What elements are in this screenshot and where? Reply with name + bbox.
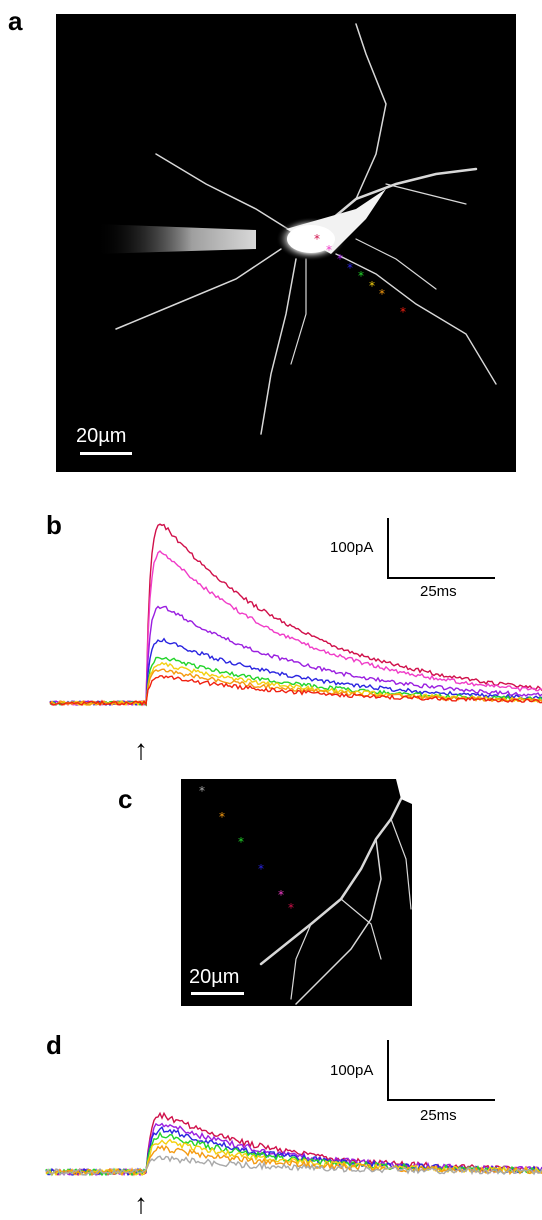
stim-marker-c-6: * [288, 902, 294, 914]
stim-marker-c-1: * [199, 785, 205, 797]
micrograph-a: * * * * * * * * 20µm [56, 14, 516, 472]
panel-b-trace-orange [50, 669, 542, 705]
panel-label-b: b [46, 512, 62, 538]
calibration-current-d: 100pA [330, 1063, 373, 1078]
stim-marker-c-5: * [278, 889, 284, 901]
stim-marker-c-4: * [258, 863, 264, 875]
panel-label-a: a [8, 8, 22, 34]
calibration-current-b: 100pA [330, 540, 373, 555]
panel-b-trace-green [50, 658, 542, 706]
panel-d-trace-yellow [46, 1140, 542, 1175]
stim-marker-a-7: * [379, 288, 385, 300]
panel-b-trace-yellow [50, 663, 542, 705]
panel-d-trace-purple [46, 1124, 542, 1175]
stimulus-arrow-d: ↑ [134, 1190, 148, 1218]
panel-d-trace-crimson [46, 1113, 542, 1175]
panel-label-c: c [118, 786, 132, 812]
stim-marker-a-4: * [347, 262, 353, 274]
panel-d-trace-blue [46, 1127, 542, 1175]
stim-marker-a-5: * [358, 270, 364, 282]
panel-b-trace-magenta [50, 551, 542, 705]
scale-bar-c [191, 992, 244, 995]
calibration-time-d: 25ms [420, 1108, 457, 1123]
panel-label-d: d [46, 1032, 62, 1058]
panel-d-trace-gray [46, 1156, 542, 1175]
stim-marker-c-3: * [238, 836, 244, 848]
scale-label-c: 20µm [189, 967, 239, 987]
stim-marker-a-6: * [369, 280, 375, 292]
stimulus-arrow-b: ↑ [134, 736, 148, 764]
neuron-image-a [56, 14, 516, 472]
stim-marker-a-8: * [400, 306, 406, 318]
stim-marker-a-2: * [326, 244, 332, 256]
panel-b-trace-crimson [50, 524, 542, 705]
scale-label-a: 20µm [76, 426, 126, 446]
stim-marker-c-2: * [219, 811, 225, 823]
scale-bar-a [80, 452, 132, 455]
stim-marker-a-3: * [337, 253, 343, 265]
micrograph-c: * * * * * * 20µm [181, 779, 412, 1006]
stim-marker-a-1: * [314, 233, 320, 245]
panel-d-trace-green [46, 1133, 542, 1175]
panel-b-trace-purple [50, 607, 542, 706]
panel-b-trace-red [50, 676, 542, 705]
calibration-bar-b [388, 518, 495, 578]
calibration-time-b: 25ms [420, 584, 457, 599]
calibration-bar-d [388, 1040, 495, 1100]
panel-b-trace-blue [50, 639, 542, 705]
panel-d-trace-orange [46, 1146, 542, 1175]
